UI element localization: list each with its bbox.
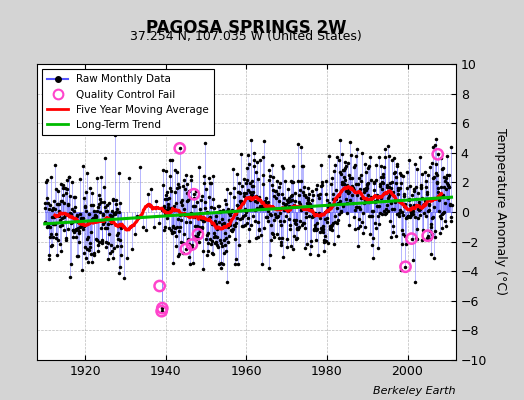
Point [188, 241, 196, 248]
Point [182, 246, 190, 252]
Point [158, 305, 167, 311]
Point [194, 231, 202, 237]
Point [176, 145, 184, 152]
Legend: Raw Monthly Data, Quality Control Fail, Five Year Moving Average, Long-Term Tren: Raw Monthly Data, Quality Control Fail, … [42, 69, 214, 135]
Point [407, 236, 416, 242]
Point [156, 283, 164, 289]
Point [401, 264, 410, 270]
Text: Berkeley Earth: Berkeley Earth [374, 386, 456, 396]
Text: 37.254 N, 107.035 W (United States): 37.254 N, 107.035 W (United States) [130, 30, 362, 43]
Point [157, 308, 166, 314]
Point [433, 151, 442, 158]
Point [190, 191, 198, 198]
Point [423, 232, 432, 239]
Title: PAGOSA SPRINGS 2W: PAGOSA SPRINGS 2W [146, 20, 346, 38]
Y-axis label: Temperature Anomaly (°C): Temperature Anomaly (°C) [494, 128, 507, 296]
